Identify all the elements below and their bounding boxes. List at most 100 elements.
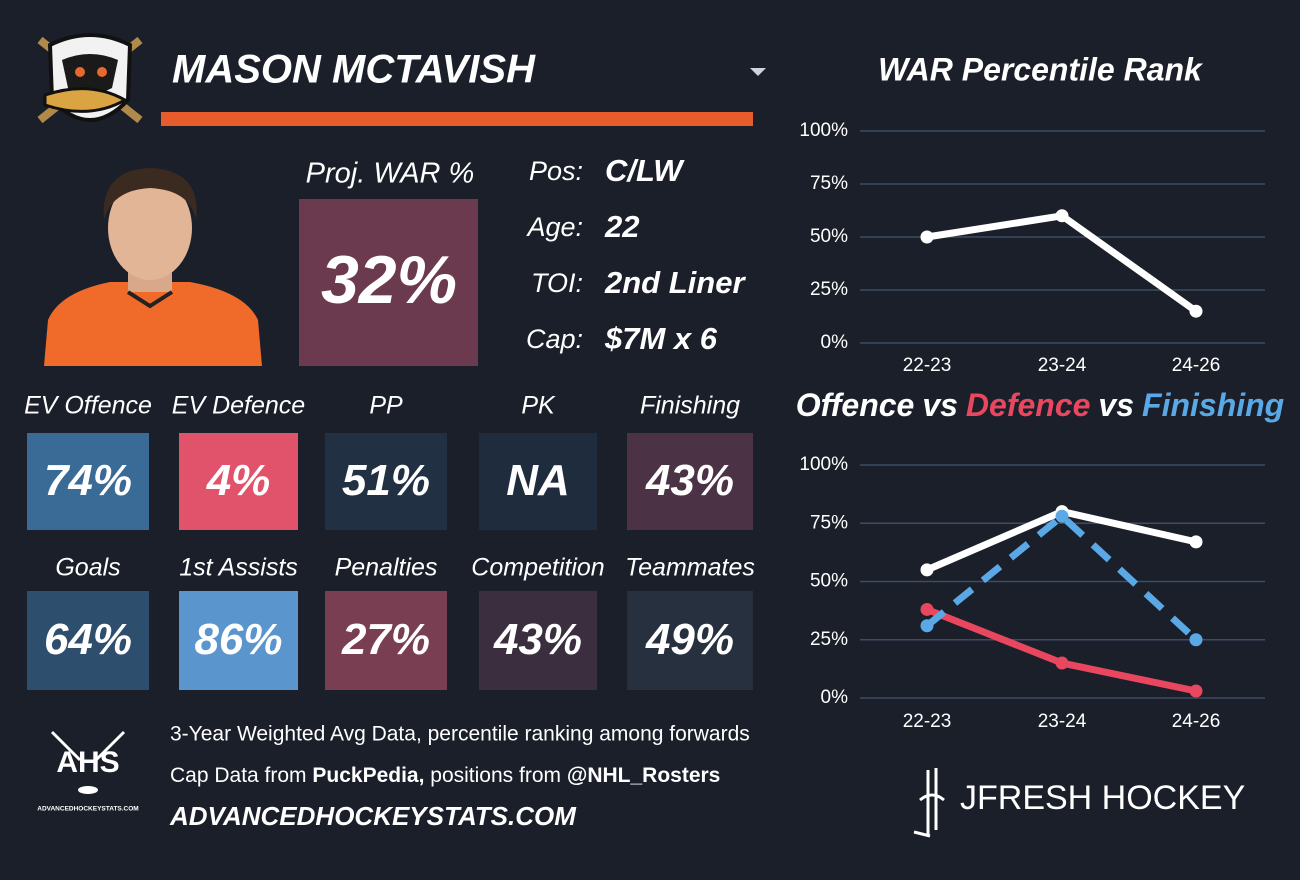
- stat-label: Goals: [55, 554, 120, 582]
- logo-mask: [62, 54, 118, 94]
- credit-text: Cap Data from: [170, 764, 312, 787]
- stat-value: 43%: [645, 456, 734, 505]
- credit-text: positions from: [424, 764, 566, 787]
- stat-tile: [27, 591, 149, 690]
- stat-tile: [627, 433, 753, 530]
- stat-value: 43%: [493, 615, 582, 664]
- ahs-logo-caption: ADVANCEDHOCKEYSTATS.COM: [37, 806, 138, 813]
- logo-stick: [94, 730, 126, 762]
- stat-tile: [325, 433, 447, 530]
- legend-entry: Offence: [796, 387, 915, 423]
- x-tick-label: 22-23: [903, 711, 952, 732]
- series-point: [1189, 304, 1203, 318]
- team-logo: [37, 33, 143, 124]
- y-tick-label: 0%: [821, 332, 849, 353]
- jersey: [44, 282, 262, 366]
- footer-note: 3-Year Weighted Avg Data, percentile ran…: [170, 723, 750, 746]
- stat-label: Competition: [471, 554, 604, 582]
- stat-value: 27%: [341, 615, 430, 664]
- stat-value: NA: [506, 456, 570, 505]
- series-point: [1189, 684, 1203, 698]
- stat-label: Finishing: [640, 392, 740, 420]
- credit-source: PuckPedia,: [312, 764, 424, 787]
- proj-war-tile: [299, 199, 478, 366]
- logo-stick: [50, 730, 82, 762]
- legend-entry: Finishing: [1142, 387, 1284, 423]
- stat-tile: [179, 433, 298, 530]
- bio-label: Age:: [525, 212, 583, 242]
- stat-label: PP: [369, 392, 403, 420]
- y-tick-label: 75%: [810, 173, 848, 194]
- series-point: [920, 602, 934, 616]
- stat-value: 86%: [194, 615, 282, 664]
- dropdown-arrow[interactable]: [750, 68, 766, 76]
- footer-site: ADVANCEDHOCKEYSTATS.COM: [169, 801, 577, 831]
- y-tick-label: 0%: [821, 687, 849, 708]
- bio-value: 2nd Liner: [604, 265, 746, 300]
- credit-source: @NHL_Rosters: [567, 764, 721, 787]
- stat-tile: [479, 591, 597, 690]
- x-tick-label: 24-26: [1172, 711, 1221, 732]
- stat-label: EV Offence: [24, 392, 152, 420]
- y-tick-label: 25%: [810, 279, 848, 300]
- stat-label: PK: [521, 392, 556, 420]
- logo-eye: [97, 67, 107, 77]
- logo-bill: [43, 87, 129, 113]
- bio-value: C/LW: [605, 153, 685, 188]
- y-tick-label: 100%: [799, 454, 848, 475]
- series-point: [920, 563, 934, 577]
- series-point: [1189, 535, 1203, 549]
- hair: [103, 168, 197, 220]
- player-name: MASON MCTAVISH: [172, 48, 536, 92]
- stat-label: EV Defence: [172, 392, 305, 420]
- series-point: [920, 619, 934, 633]
- series-point: [1055, 656, 1069, 670]
- stat-value: 49%: [645, 615, 734, 664]
- ahs-logo-text: AHS: [56, 746, 119, 779]
- proj-war-value: 32%: [321, 242, 457, 318]
- logo-eye: [75, 67, 85, 77]
- title-connector: vs: [922, 387, 958, 423]
- legend-entry: Defence: [966, 387, 1091, 423]
- series-point: [1189, 633, 1203, 647]
- bio-label: Cap:: [526, 324, 583, 354]
- title-connector: vs: [1098, 387, 1134, 423]
- series-point: [1055, 509, 1069, 523]
- stat-label: Teammates: [625, 554, 755, 582]
- x-tick-label: 22-23: [903, 355, 952, 376]
- name-underline: [161, 112, 753, 126]
- y-tick-label: 50%: [810, 571, 848, 592]
- stat-tile: [479, 433, 597, 530]
- brand-mark: [913, 768, 945, 838]
- stat-tile: [325, 591, 447, 690]
- stat-value: 51%: [342, 456, 430, 505]
- stat-tile: [27, 433, 149, 530]
- player-photo: [44, 168, 262, 366]
- series-point: [920, 230, 934, 244]
- brand-text: JFRESH HOCKEY: [960, 779, 1245, 817]
- ahs-logo: AHS ADVANCEDHOCKEYSTATS.COM: [37, 730, 139, 813]
- brand-logo: JFRESH HOCKEY: [913, 768, 1245, 838]
- stat-tile: [627, 591, 753, 690]
- collar: [126, 290, 174, 309]
- stat-tile: [179, 591, 298, 690]
- x-tick-label: 24-26: [1172, 355, 1221, 376]
- bio-label: Pos:: [529, 156, 583, 186]
- proj-war-label: Proj. WAR %: [306, 158, 475, 190]
- stat-value: 4%: [206, 456, 271, 505]
- series-point: [1055, 209, 1069, 223]
- series-line: [924, 512, 1199, 643]
- stat-value: 64%: [44, 615, 132, 664]
- chart-title: Offence vs Defence vs Finishing: [796, 387, 1284, 423]
- stat-label: Penalties: [335, 554, 438, 582]
- y-tick-label: 25%: [810, 629, 848, 650]
- footer-credit: Cap Data from PuckPedia, positions from …: [170, 764, 720, 787]
- logo-puck: [78, 786, 98, 794]
- stat-value: 74%: [44, 456, 132, 505]
- bio-label: TOI:: [531, 268, 583, 298]
- bio-value: $7M x 6: [604, 321, 718, 356]
- y-tick-label: 100%: [799, 120, 848, 141]
- y-tick-label: 75%: [810, 512, 848, 533]
- chart-title: WAR Percentile Rank: [878, 51, 1204, 87]
